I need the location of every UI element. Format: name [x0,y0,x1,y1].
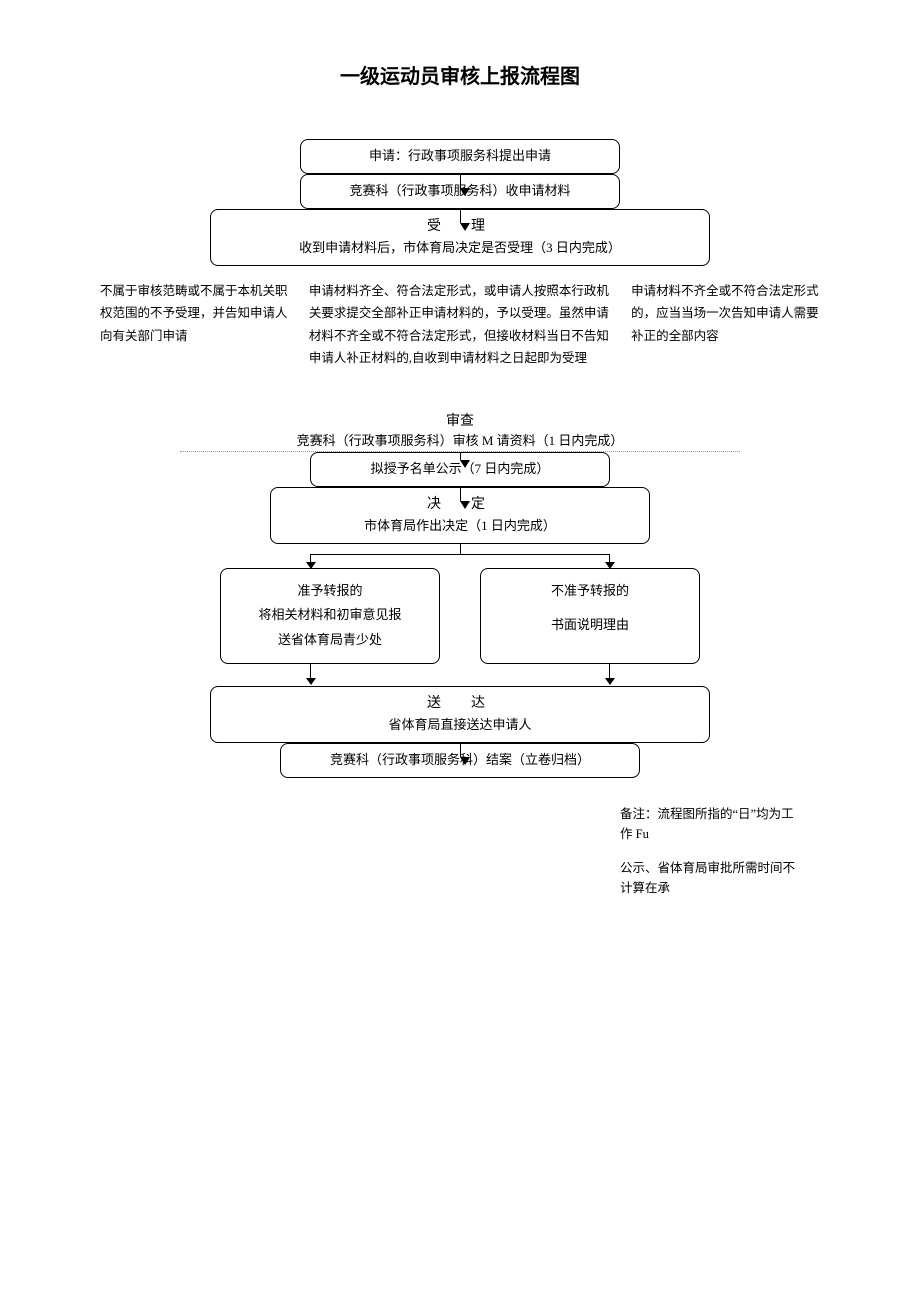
dec-right-l1: 不准予转报的 [495,579,685,604]
note-1: 备注：流程图所指的“日”均为工作 Fu [620,804,800,844]
merge-connector [180,664,740,686]
flowchart: 申请：行政事项服务科提出申请 竞赛科（行政事项服务科）收申请材料 受 理 收到申… [40,139,880,912]
dec-left-l2: 将相关材料和初审意见报 [235,603,425,628]
decision-row: 准予转报的 将相关材料和初审意见报 送省体育局青少处 不准予转报的 书面说明理由 [180,568,740,664]
dec-left-l1: 准予转报的 [235,579,425,604]
node-decide-sub: 市体育局作出决定（1 日内完成） [285,516,635,537]
node-deliver-sub: 省体育局直接送达申请人 [225,715,695,736]
node-deliver-title: 送 达 [225,693,695,715]
branch-left: 不属于审核范畴或不属于本机关职权范围的不予受理，并告知申请人向有关部门申请 [100,280,289,370]
page-title: 一级运动员审核上报流程图 [40,60,880,89]
branch-row: 不属于审核范畴或不属于本机关职权范围的不予受理，并告知申请人向有关部门申请 申请… [100,280,820,370]
note-2: 公示、省体育局审批所需时间不计算在承 [620,858,800,898]
dec-right-l2: 书面说明理由 [495,613,685,638]
branch-right: 申请材料不齐全或不符合法定形式的，应当当场一次告知申请人需要补正的全部内容 [631,280,820,370]
dec-left-l3: 送省体育局青少处 [235,628,425,653]
node-apply: 申请：行政事项服务科提出申请 [300,139,620,174]
decision-approve: 准予转报的 将相关材料和初审意见报 送省体育局青少处 [220,568,440,664]
review-title: 审查 [40,410,880,430]
decision-reject: 不准予转报的 书面说明理由 [480,568,700,664]
split-connector [180,544,740,568]
review-sub: 竞赛科（行政事项服务科）审核 M 请资料（1 日内完成） [40,430,880,449]
branch-mid: 申请材料齐全、符合法定形式，或申请人按照本行政机关要求提交全部补正申请材料的，予… [309,280,611,370]
node-accept-sub: 收到申请材料后，市体育局决定是否受理（3 日内完成） [225,238,695,259]
notes: 备注：流程图所指的“日”均为工作 Fu 公示、省体育局审批所需时间不计算在承 [620,804,800,912]
node-deliver: 送 达 省体育局直接送达申请人 [210,686,710,743]
